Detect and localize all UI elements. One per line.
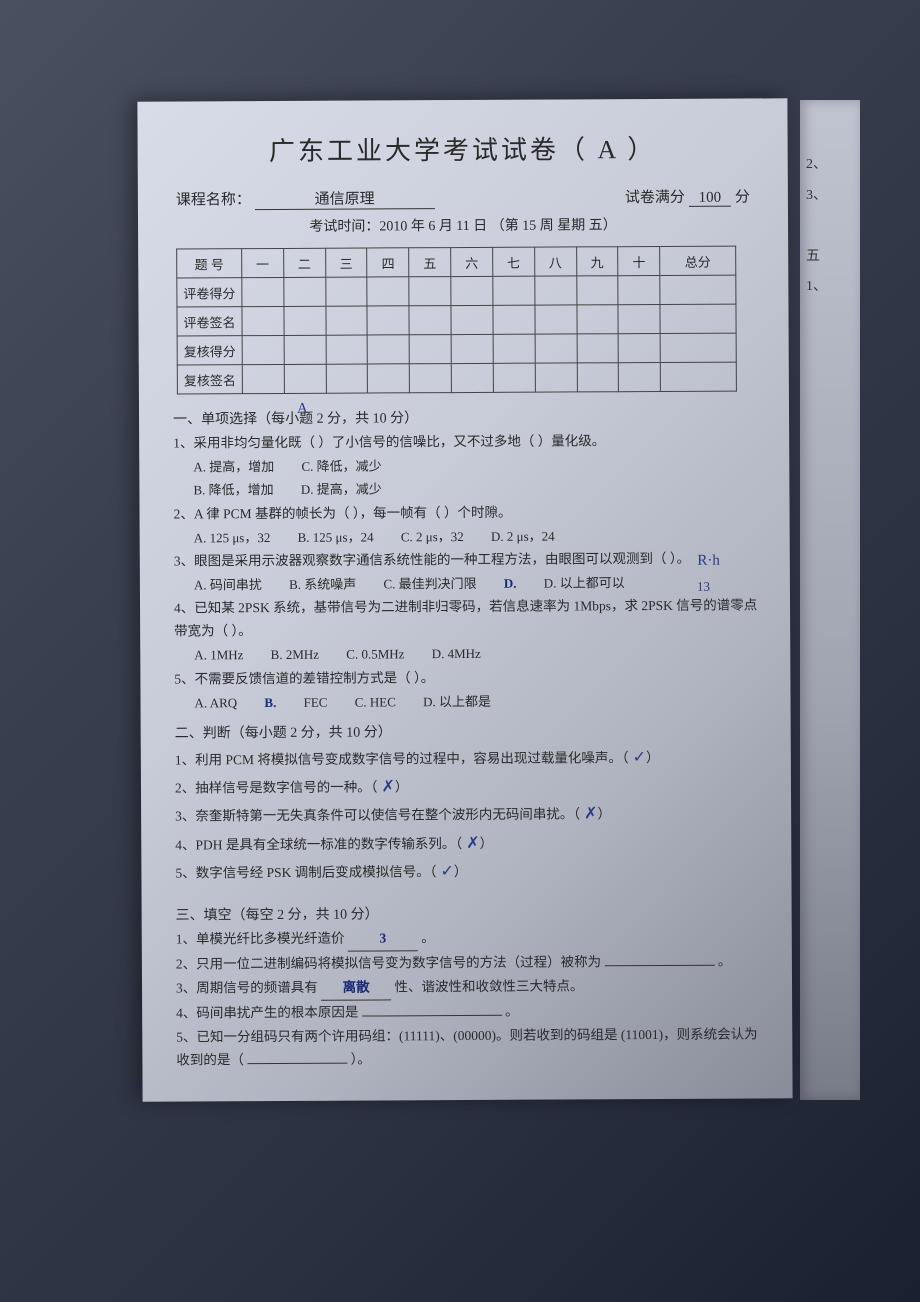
exam-paper: 广东工业大学考试试卷（ A ） 课程名称： 通信原理 试卷满分 100 分 考试… [137, 98, 792, 1101]
judgement: 5、数字信号经 PSK 调制后变成模拟信号。（✓） [175, 856, 763, 886]
opt: B. 125 μs，24 [298, 525, 374, 549]
table-row: 复核得分 [177, 333, 736, 365]
check-icon: ✓ [633, 749, 646, 766]
cross-icon: ✗ [584, 806, 597, 823]
col-header: 三 [325, 248, 367, 277]
col-header: 七 [493, 247, 535, 276]
fullscore-label: 试卷满分 [625, 190, 685, 206]
score-table: 题 号 一 二 三 四 五 六 七 八 九 十 总分 评卷得分 评卷签名 复核得… [176, 246, 737, 395]
page-title: 广东工业大学考试试卷（ A ） [166, 128, 760, 168]
section-b-title: 二、判断（每小题 2 分，共 10 分） [175, 719, 763, 742]
question: 5、不需要反馈信道的差错控制方式是（ ）。 [174, 665, 762, 691]
cross-icon: ✗ [381, 779, 394, 796]
hand-annotation: A [297, 401, 308, 418]
strip-item: 五 [806, 242, 854, 273]
section-a-title: 一、单项选择（每小题 2 分，共 10 分） [173, 405, 761, 428]
hand-annotation: 13 [697, 579, 710, 595]
exam-time: 考试时间：2010 年 6 月 11 日 （第 15 周 星期 五） [166, 213, 760, 236]
question: 1、采用非均匀量化既（ ）了小信号的信噪比，又不过多地（ ）量化级。 [173, 429, 761, 455]
next-page-strip: 2、 3、 五 1、 [800, 100, 860, 1100]
check-icon: ✓ [440, 863, 453, 880]
photo-frame: 姓 名： 1610001x 学 号： 班 级： 学 院： 计算机 订 线 广东工… [0, 0, 920, 1302]
col-header: 一 [242, 248, 284, 277]
col-header: 五 [409, 248, 451, 277]
opt: A. 125 μs，32 [194, 526, 271, 550]
fill-blank: 5、已知一分组码只有两个许用码组：(11111)、(00000)。则若收到的码组… [176, 1023, 764, 1072]
table-row: 题 号 一 二 三 四 五 六 七 八 九 十 总分 [177, 246, 736, 278]
judgement: 2、抽样信号是数字信号的一种。（✗） [175, 772, 763, 802]
table-row: 复核签名 [177, 362, 736, 394]
fill-blank: 1、单模光纤比多模光纤造价 3 。 [176, 925, 764, 952]
table-row: 评卷得分 [177, 275, 736, 307]
judgement: 4、PDH 是具有全球统一标准的数字传输系列。（✗） [175, 828, 763, 858]
opt: B. 降低，增加 [193, 478, 273, 502]
question: 2、A 律 PCM 基群的帧长为（ ），每一帧有（ ）个时隙。 [173, 500, 761, 526]
col-header: 十 [618, 246, 660, 275]
col-header: 四 [367, 248, 409, 277]
opt: D. 提高，减少 [301, 478, 382, 502]
judgement: 1、利用 PCM 将模拟信号变成数字信号的过程中，容易出现过载量化噪声。（✓） [175, 743, 763, 773]
strip-item: 2、 [806, 150, 854, 181]
row-header: 复核签名 [177, 365, 242, 394]
opt: A. 提高，增加 [193, 455, 274, 479]
question: 4、已知某 2PSK 系统，基带信号为二进制非归零码，若信息速率为 1Mbps，… [174, 595, 762, 644]
course-name: 通信原理 [255, 187, 435, 210]
col-header: 二 [283, 248, 325, 277]
opt: C. HEC [355, 690, 396, 714]
question: 3、眼图是采用示波器观察数字通信系统性能的一种工程方法，由眼图可以观测到（ ）。 [174, 547, 762, 573]
opt: B. FEC [264, 690, 327, 714]
opt: A. 码间串扰 [194, 573, 262, 597]
options: A. 提高，增加 C. 降低，减少 B. 降低，增加 D. 提高，减少 [193, 452, 761, 502]
table-row: 评卷签名 [177, 304, 736, 336]
col-header: 九 [576, 247, 618, 276]
fullscore-value: 100 [689, 190, 732, 207]
cross-icon: ✗ [466, 834, 479, 851]
opt: B. 系统噪声 [289, 573, 356, 597]
course-label: 课程名称： [176, 192, 251, 208]
opt: C. 2 μs，32 [401, 525, 464, 549]
row-header: 题 号 [177, 249, 242, 278]
section-c-title: 三、填空（每空 2 分，共 10 分） [176, 901, 764, 924]
strip-item: 3、 [806, 181, 854, 212]
row-header: 复核得分 [177, 336, 242, 365]
col-header: 六 [451, 247, 493, 276]
course-line: 课程名称： 通信原理 试卷满分 100 分 [176, 186, 750, 211]
opt: C. 降低，减少 [301, 454, 381, 478]
opt: D. 以上都是 [423, 689, 491, 713]
opt: A. ARQ [194, 691, 237, 715]
col-header: 总分 [660, 246, 736, 275]
judgement: 3、奈奎斯特第一无失真条件可以使信号在整个波形内无码间串扰。（✗） [175, 800, 763, 830]
fill-blank: 4、码间串扰产生的根本原因是 。 [176, 999, 764, 1025]
opt: C. 最佳判决门限 [383, 572, 476, 596]
options: A. 1MHz B. 2MHz C. 0.5MHz D. 4MHz [194, 641, 762, 667]
options: A. 125 μs，32 B. 125 μs，24 C. 2 μs，32 D. … [194, 523, 762, 549]
opt: D. 2 μs，24 [491, 524, 555, 548]
opt: D. D. 以上都可以 [504, 571, 649, 595]
options: A. ARQ B. FEC C. HEC D. 以上都是 [194, 688, 762, 714]
fill-blank: 2、只用一位二进制编码将模拟信号变为数字信号的方法（过程）被称为 。 [176, 950, 764, 976]
row-header: 评卷签名 [177, 307, 242, 336]
opt: D. 4MHz [432, 642, 481, 666]
fill-blank: 3、周期信号的频谱具有 离散 性、谐波性和收敛性三大特点。 [176, 974, 764, 1001]
options: A. 码间串扰 B. 系统噪声 C. 最佳判决门限 D. D. 以上都可以 [194, 570, 762, 596]
col-header: 八 [534, 247, 576, 276]
hand-annotation: R·h [697, 553, 720, 570]
opt: B. 2MHz [271, 643, 320, 667]
opt: C. 0.5MHz [346, 643, 404, 667]
opt: A. 1MHz [194, 643, 243, 667]
strip-item: 1、 [806, 272, 854, 303]
row-header: 评卷得分 [177, 278, 242, 307]
fullscore-unit: 分 [735, 190, 750, 206]
